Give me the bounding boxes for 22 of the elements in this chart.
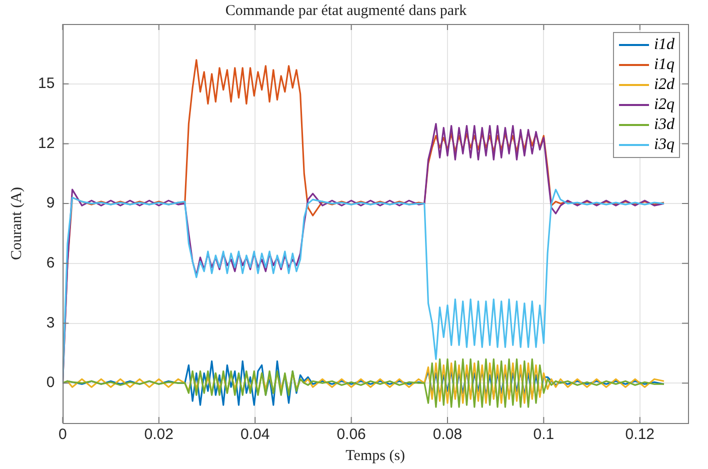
x-axis-title: Temps (s) [346,448,406,464]
legend-label: i2d [654,76,674,94]
x-tick-label: 0.04 [240,426,270,444]
x-tick-label: 0.08 [432,426,462,444]
legend-label: i3d [654,116,674,134]
y-tick-label: 15 [38,74,55,92]
y-tick-label: 0 [46,374,55,392]
y-axis-title: Courant (A) [8,187,25,260]
x-tick-label: 0.1 [533,426,554,444]
legend-label: i3q [654,136,674,154]
chart-title: Commande par état augmenté dans park [225,2,468,19]
y-tick-label: 12 [38,134,55,152]
y-tick-label: 6 [46,254,55,272]
y-tick-label: 3 [46,314,55,332]
y-tick-label: 9 [46,194,55,212]
legend-label: i2q [654,96,674,114]
x-tick-label: 0 [58,426,67,444]
legend-label: i1q [654,56,674,74]
legend-label: i1d [654,36,674,54]
x-tick-label: 0.12 [625,426,654,444]
x-tick-label: 0.02 [144,426,174,444]
x-tick-label: 0.06 [336,426,366,444]
